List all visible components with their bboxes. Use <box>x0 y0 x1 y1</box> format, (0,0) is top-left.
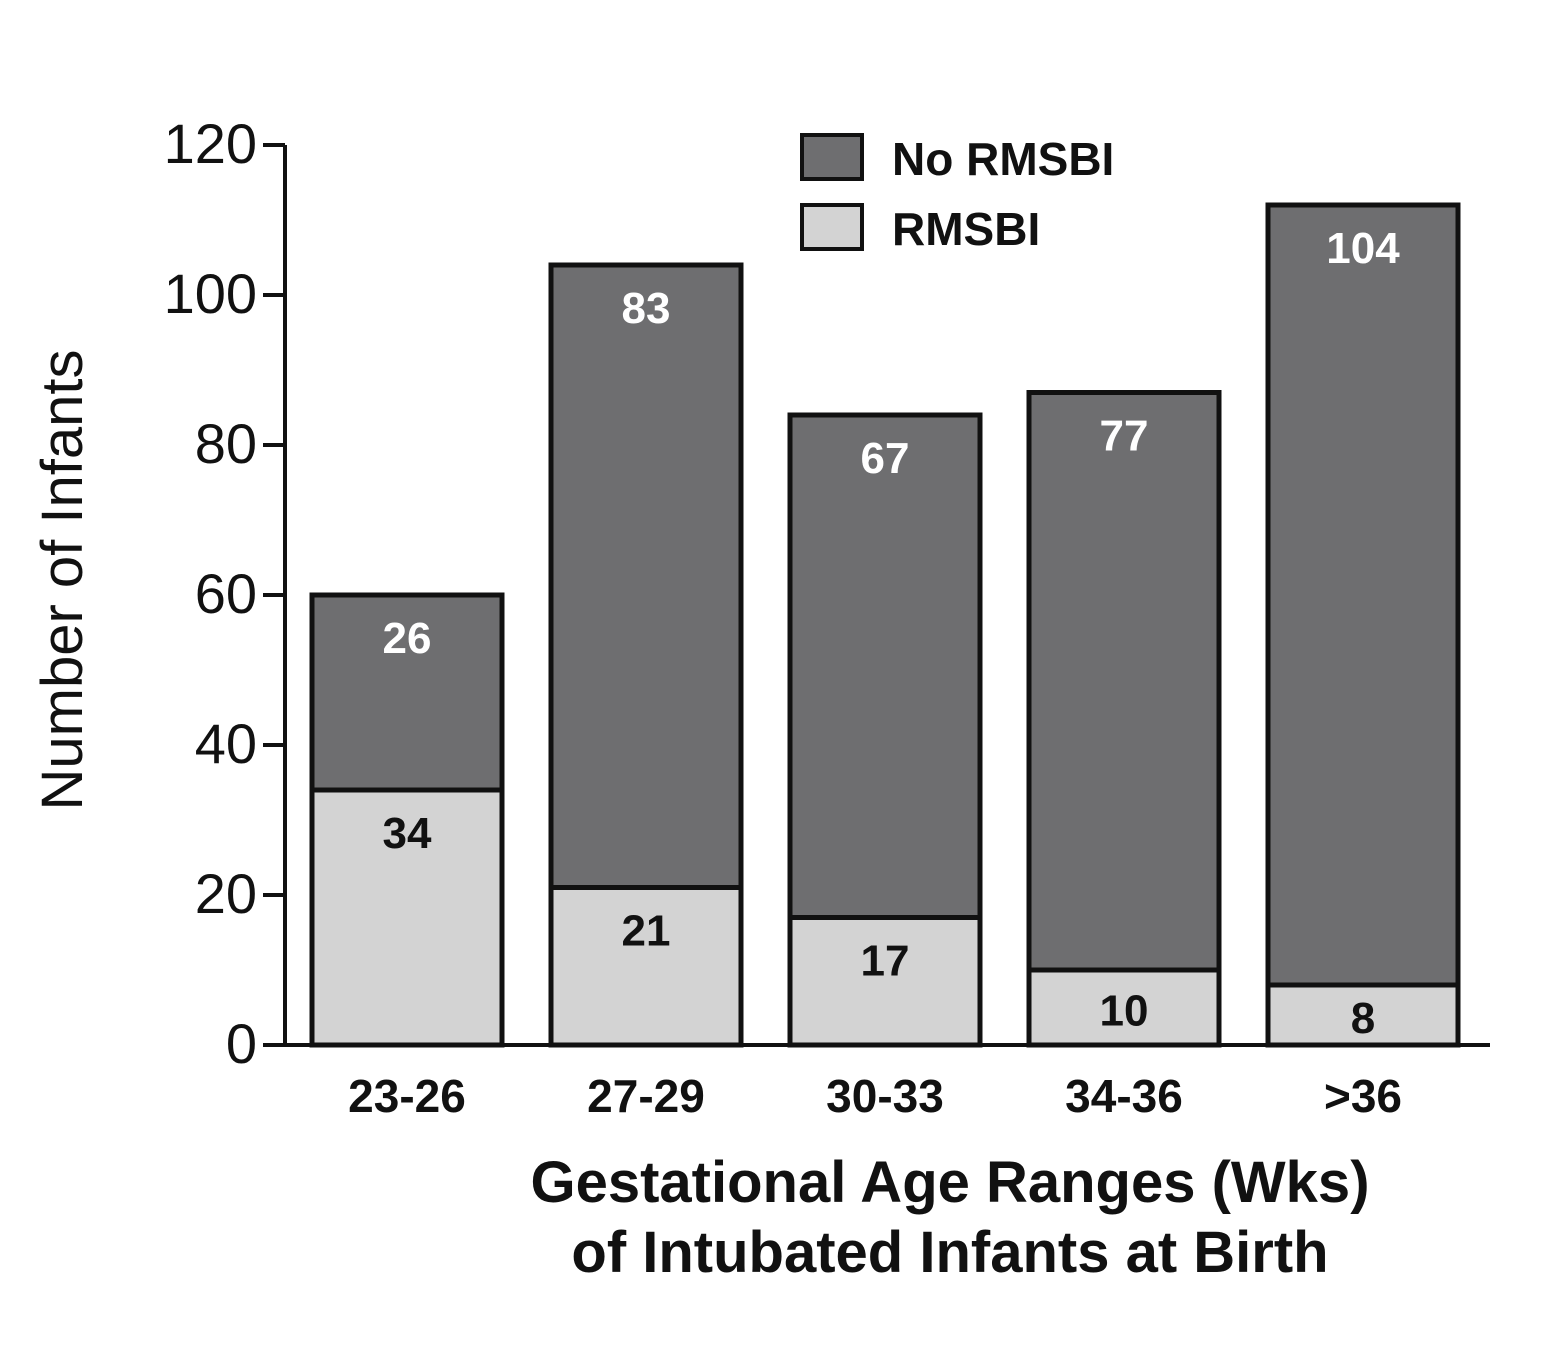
value-label-30-33-no-rmsbi: 67 <box>861 434 910 483</box>
x-tick-label->36: >36 <box>1324 1070 1402 1122</box>
legend-label-rmsbi: RMSBI <box>892 203 1040 255</box>
bar-27-29-no-rmsbi <box>548 262 744 890</box>
value-label-27-29-no-rmsbi: 83 <box>622 284 671 333</box>
legend: No RMSBI RMSBI <box>800 133 1114 255</box>
y-axis-title: Number of Infants <box>30 350 95 811</box>
legend-label-no-rmsbi: No RMSBI <box>892 133 1114 185</box>
x-axis-title-line-1: Gestational Age Ranges (Wks) <box>530 1150 1369 1215</box>
x-tick-label-27-29: 27-29 <box>587 1070 705 1122</box>
y-tick-label-20: 20 <box>195 862 257 925</box>
y-tick-label-60: 60 <box>195 562 257 625</box>
value-label-34-36-no-rmsbi: 77 <box>1100 412 1149 461</box>
bar-34-36-rmsbi <box>1026 967 1222 1048</box>
value-label->36-rmsbi: 8 <box>1351 994 1375 1043</box>
value-label-23-26-no-rmsbi: 26 <box>383 614 432 663</box>
x-axis-categories: 23-26 27-29 30-33 34-36 >36 <box>348 1070 1402 1122</box>
y-tick-label-0: 0 <box>226 1012 257 1075</box>
bar->36-no-rmsbi <box>1265 202 1461 988</box>
bars: 34 26 21 83 17 67 10 77 8 104 <box>309 202 1461 1048</box>
value-label->36-no-rmsbi: 104 <box>1326 224 1400 273</box>
y-tick-label-100: 100 <box>164 262 257 325</box>
x-tick-label-23-26: 23-26 <box>348 1070 466 1122</box>
y-tick-label-120: 120 <box>164 112 257 175</box>
x-tick-label-34-36: 34-36 <box>1065 1070 1183 1122</box>
value-label-34-36-rmsbi: 10 <box>1100 987 1149 1036</box>
bar-23-26-no-rmsbi <box>309 592 505 793</box>
x-tick-label-30-33: 30-33 <box>826 1070 944 1122</box>
value-label-30-33-rmsbi: 17 <box>861 937 910 986</box>
legend-swatch-rmsbi <box>800 203 864 251</box>
bar-34-36-no-rmsbi <box>1026 390 1222 973</box>
x-axis-title-line-2: of Intubated Infants at Birth <box>571 1220 1328 1285</box>
y-axis-ticks: 0 20 40 60 80 100 120 <box>164 112 285 1075</box>
value-label-23-26-rmsbi: 34 <box>383 809 432 858</box>
bar-27-29-rmsbi <box>548 885 744 1048</box>
value-label-27-29-rmsbi: 21 <box>622 907 671 956</box>
y-tick-label-80: 80 <box>195 412 257 475</box>
axes <box>283 145 1490 1047</box>
legend-swatch-no-rmsbi <box>800 133 864 181</box>
y-tick-label-40: 40 <box>195 712 257 775</box>
y-axis-title-group: Number of Infants <box>30 350 95 811</box>
bar-30-33-no-rmsbi <box>787 412 983 920</box>
